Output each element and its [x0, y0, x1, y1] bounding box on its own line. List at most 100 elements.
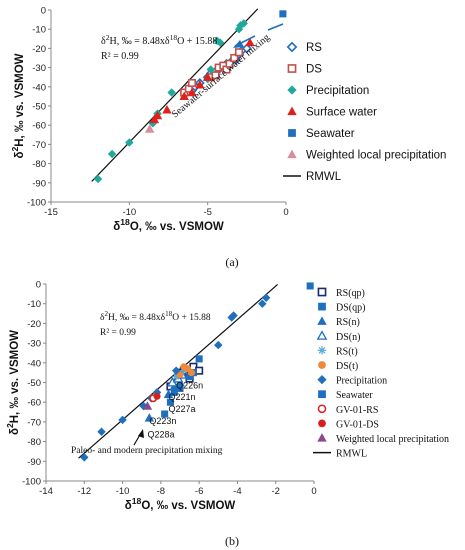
x-tick-label: -10 — [122, 207, 136, 218]
r-squared: R² = 0.99 — [101, 51, 139, 62]
point-precipitation — [93, 174, 103, 184]
y-tick-label: -100 — [22, 477, 41, 488]
point-ds — [187, 78, 197, 87]
mixing-arrow — [267, 23, 284, 31]
legend-label-rmwl: RMWL — [336, 449, 367, 460]
legend-marker-surface-water — [287, 106, 297, 116]
x-axis-label: δ18O, ‰ vs. VSMOW — [125, 496, 236, 512]
y-tick-label: -70 — [32, 140, 46, 151]
legend-label-rs-t: RS(t) — [336, 346, 358, 357]
y-tick-label: -40 — [27, 358, 41, 369]
point-surface-water — [187, 87, 197, 97]
x-axis-label: δ18O, ‰ vs. VSMOW — [113, 217, 224, 233]
point-label: Q223n — [149, 416, 176, 426]
point-rs — [241, 43, 252, 54]
point-seawater — [279, 10, 287, 18]
y-tick-label: -60 — [27, 398, 41, 409]
y-tick-label: -50 — [27, 378, 41, 389]
legend-label-gv-01-rs: GV-01-RS — [336, 405, 378, 416]
legend-label-rs-qp: RS(qp) — [336, 288, 365, 299]
legend-marker-precipitation — [287, 85, 297, 95]
legend-label-rs: RS — [306, 42, 322, 54]
point-precipitation — [171, 366, 181, 375]
mixing-annotation: Paleo- and modern precipitation mixing — [71, 446, 223, 456]
point-precipitation — [80, 453, 89, 462]
legend-label-ds-n: DS(n) — [336, 332, 360, 343]
legend-label-gv-01-ds: GV-01-DS — [336, 419, 379, 430]
legend-label-weighted-local-precipitation: Weighted local precipitation — [336, 434, 449, 445]
figure-caption: (a) — [225, 255, 238, 269]
x-tick-label: -15 — [44, 207, 58, 218]
point-precipitation — [97, 427, 106, 436]
point-label: Q228a — [147, 430, 174, 440]
legend-marker-rs-n — [317, 316, 327, 325]
arrow-head — [138, 429, 144, 438]
regression-equation: δ2H, ‰ = 8.48xδ18O + 15.88 — [101, 33, 217, 48]
y-tick-label: -60 — [32, 121, 46, 132]
point-ds-qp — [306, 282, 314, 290]
point-ds — [225, 59, 234, 68]
x-tick-label: -12 — [77, 486, 91, 497]
y-tick-label: -10 — [32, 25, 46, 36]
point-ds — [211, 71, 220, 80]
y-tick-label: -90 — [27, 457, 41, 468]
point-ds-qp — [166, 398, 174, 406]
legend-marker-seawater — [318, 390, 326, 399]
point-ds-qp — [195, 355, 203, 363]
point-precipitation — [125, 138, 134, 147]
y-tick-label: -20 — [27, 319, 41, 330]
x-tick-label: 0 — [283, 207, 288, 218]
x-tick-label: 0 — [311, 486, 316, 497]
legend-marker-weighted-local-precipitation — [317, 433, 327, 442]
y-tick-label: -80 — [27, 437, 41, 448]
point-label: Q221n — [169, 392, 196, 402]
chart-a: 0-10-20-30-40-50-60-70-80-90-100-15 -10 -5… — [10, 6, 446, 270]
point-surface-water — [202, 72, 213, 81]
legend-label-rs-n: RS(n) — [336, 317, 360, 328]
point-surface-water — [195, 80, 205, 89]
point-precipitation — [107, 149, 117, 159]
x-tick-label: -4 — [233, 486, 241, 497]
y-tick-label: -30 — [32, 63, 46, 74]
point-surface-water — [179, 91, 189, 101]
legend-marker-ds — [287, 64, 297, 73]
point-precipitation — [214, 340, 223, 350]
figure-caption: (b) — [225, 534, 239, 548]
point-surface-water — [245, 37, 255, 47]
legend-label-ds-qp: DS(qp) — [336, 303, 365, 314]
legend-label-ds-t: DS(t) — [336, 361, 358, 372]
legend-marker-ds-t — [318, 361, 326, 369]
y-tick-label: -30 — [27, 339, 41, 350]
legend-label-seawater: Seawater — [306, 128, 355, 140]
legend-marker-seawater — [288, 129, 296, 137]
legend-label-ds: DS — [306, 64, 322, 76]
y-tick-label: -20 — [32, 44, 46, 55]
legend-label-surface-water: Surface water — [306, 107, 377, 119]
x-tick-label: -5 — [203, 207, 211, 218]
x-tick-label: -2 — [271, 486, 279, 497]
point-precipitation — [239, 19, 248, 28]
point-precipitation — [258, 299, 267, 308]
y-tick-label: -40 — [32, 82, 46, 93]
y-axis-label: δ2H, ‰ vs. VSMOW — [5, 330, 21, 435]
point-ds-t — [176, 371, 184, 379]
point-precipitation — [229, 311, 238, 320]
legend-marker-precipitation — [317, 374, 327, 385]
y-tick-label: -10 — [27, 299, 41, 310]
chart-b: 0-10-20-30-40-50-60-70-80-90-100-14 -12 -1… — [5, 280, 449, 549]
point-weighted-local-precipitation — [144, 124, 155, 133]
legend-marker-gv-01-ds — [318, 419, 326, 428]
point-precipitation — [212, 36, 222, 45]
point-weighted-local-precipitation — [142, 401, 153, 410]
point-precipitation — [167, 88, 176, 97]
y-tick-label: -100 — [27, 198, 46, 209]
legend-marker-ds-qp — [318, 302, 326, 311]
point-gv-01-ds — [153, 392, 161, 400]
x-tick-label: -6 — [195, 486, 203, 497]
x-tick-label: -8 — [157, 486, 165, 497]
point-ds-t — [187, 369, 196, 377]
arrow-head — [233, 40, 244, 48]
y-tick-label: -90 — [32, 178, 46, 189]
point-ds — [230, 53, 239, 63]
legend-marker-gv-01-rs — [317, 404, 327, 414]
